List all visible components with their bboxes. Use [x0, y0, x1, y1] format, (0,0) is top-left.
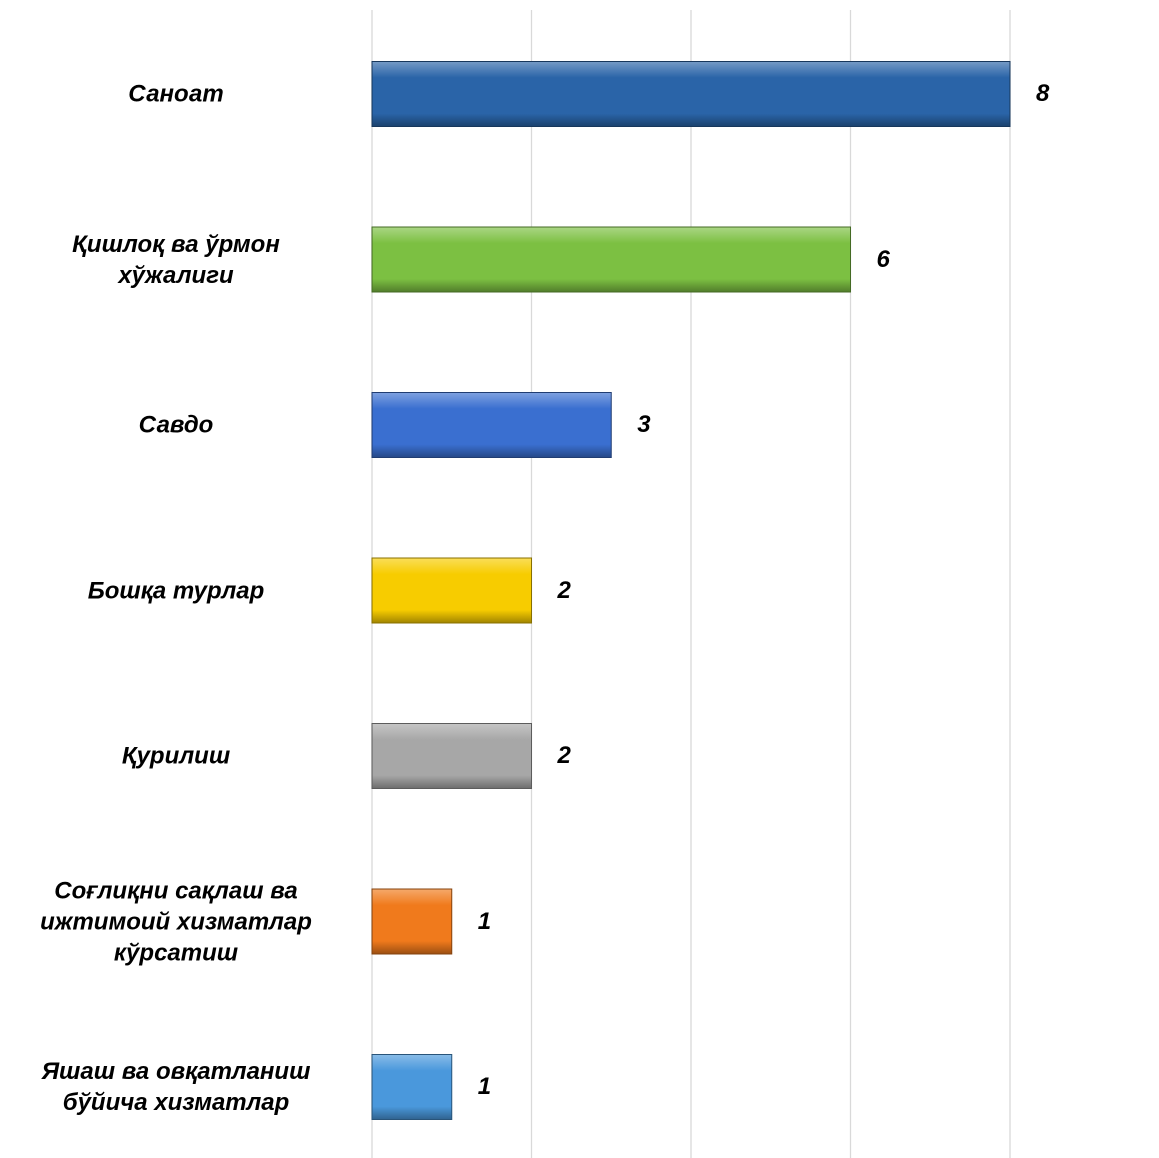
category-label-line: кўрсатиш: [113, 939, 239, 966]
gridlines: [371, 10, 1011, 1158]
category-label-line: Саноат: [128, 80, 224, 108]
data-label: 3: [637, 411, 651, 438]
category-label: Яшаш ва овқатланиш бўйича хизматлар: [11, 1056, 341, 1118]
category-label-line: Соғлиқни сақлаш ва: [54, 877, 298, 904]
category-label-line: Бошқа турлар: [87, 577, 265, 604]
bar: [371, 61, 1011, 127]
data-label: 1: [477, 907, 492, 935]
category-label-line: Қишлоқ ва ўрмон: [72, 230, 280, 258]
category-label-line: Савдо: [138, 411, 214, 439]
data-label: 1: [477, 1073, 492, 1100]
data-label: 2: [557, 576, 571, 604]
data-label: 8: [1036, 80, 1050, 107]
bars: [371, 61, 1011, 1120]
category-label-line: Қурилиш: [121, 742, 231, 770]
bar: [371, 226, 851, 293]
bar: [371, 1054, 453, 1120]
category-label-line: хўжалиги: [118, 261, 234, 289]
bar: [371, 392, 612, 458]
category-label-line: бўйича хизматлар: [62, 1089, 290, 1116]
category-label: Қишлоқ ва ўрмон хўжалиги: [11, 229, 341, 291]
category-label: Савдо: [11, 410, 341, 441]
bar: [371, 888, 453, 955]
category-label: Қурилиш: [11, 741, 341, 772]
bar: [371, 723, 532, 789]
category-label-line: Яшаш ва овқатланиш: [41, 1058, 311, 1085]
category-label: Саноат: [11, 79, 341, 110]
data-label: 2: [557, 742, 571, 769]
data-label: 6: [876, 245, 890, 273]
category-label-line: ижтимоий хизматлар: [40, 908, 312, 935]
bar: [371, 557, 532, 624]
category-label: Бошқа турлар: [11, 575, 341, 606]
category-label: Соғлиқни сақлаш ва ижтимоий хизматлар кўрс…: [11, 875, 341, 968]
